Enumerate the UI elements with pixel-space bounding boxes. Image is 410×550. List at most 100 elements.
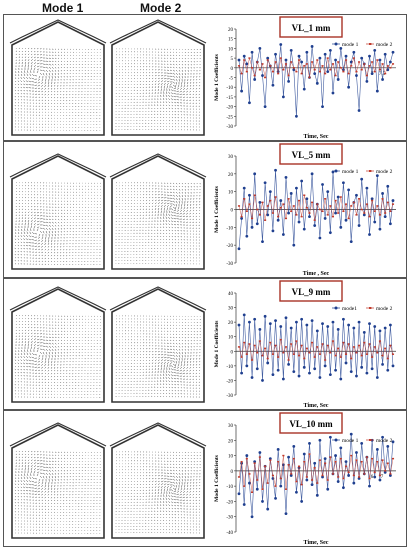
data-point-mode-1 bbox=[370, 197, 374, 201]
y-tick-label: 20 bbox=[228, 321, 234, 326]
data-point-mode-2 bbox=[258, 340, 261, 342]
data-point-mode-1 bbox=[305, 478, 309, 482]
data-point-mode-1 bbox=[368, 54, 371, 58]
data-point-mode-1 bbox=[242, 54, 246, 58]
data-point-mode-1 bbox=[344, 460, 348, 464]
data-point-mode-2 bbox=[251, 491, 254, 494]
data-point-mode-1 bbox=[248, 193, 251, 197]
data-point-mode-1 bbox=[245, 364, 249, 368]
data-point-mode-1 bbox=[295, 490, 298, 494]
legend-label: mode 1 bbox=[342, 438, 359, 444]
data-point-mode-2 bbox=[371, 61, 374, 63]
data-point-mode-1 bbox=[313, 367, 317, 371]
y-axis-label: Mode 1 Coefficients bbox=[214, 321, 220, 368]
x-tick-label: 7.5 bbox=[379, 72, 386, 77]
data-point-mode-2 bbox=[358, 198, 361, 200]
data-point-mode-2 bbox=[300, 344, 303, 347]
data-point-mode-1 bbox=[310, 319, 314, 323]
data-point-mode-1 bbox=[255, 222, 259, 226]
data-point-mode-2 bbox=[308, 76, 311, 79]
data-point-mode-1 bbox=[342, 181, 345, 185]
data-point-mode-1 bbox=[313, 461, 317, 465]
data-point-mode-1 bbox=[375, 89, 379, 93]
data-point-mode-1 bbox=[349, 432, 353, 436]
data-point-mode-2 bbox=[303, 194, 306, 196]
data-point-mode-2 bbox=[277, 356, 280, 358]
data-point-mode-1 bbox=[318, 376, 322, 379]
data-point-mode-2 bbox=[297, 465, 301, 468]
data-point-mode-1 bbox=[295, 320, 298, 324]
data-point-mode-2 bbox=[261, 201, 264, 204]
data-point-mode-2 bbox=[339, 457, 342, 460]
chart-title-box bbox=[279, 16, 343, 38]
data-point-mode-1 bbox=[334, 368, 337, 372]
data-point-mode-2 bbox=[305, 476, 308, 478]
data-point-mode-2 bbox=[269, 341, 272, 344]
data-point-mode-2 bbox=[266, 59, 269, 61]
data-point-mode-2 bbox=[311, 341, 314, 344]
y-tick-label: -20 bbox=[226, 244, 233, 249]
data-point-mode-1 bbox=[334, 211, 337, 215]
data-point-mode-1 bbox=[302, 227, 306, 231]
data-point-mode-1 bbox=[339, 47, 343, 50]
legend-label: mode 2 bbox=[376, 438, 393, 444]
data-point-mode-2 bbox=[292, 67, 295, 69]
vessel-lid bbox=[109, 19, 207, 44]
data-point-mode-1 bbox=[373, 475, 377, 479]
data-point-mode-2 bbox=[334, 199, 337, 202]
data-point-mode-2 bbox=[355, 70, 358, 73]
data-point-mode-1 bbox=[368, 322, 371, 325]
data-point-mode-2 bbox=[318, 70, 321, 73]
data-point-mode-1 bbox=[261, 240, 264, 243]
data-point-mode-1 bbox=[386, 368, 390, 372]
data-point-mode-2 bbox=[360, 208, 363, 211]
data-point-mode-2 bbox=[368, 65, 371, 67]
data-point-mode-1 bbox=[237, 323, 241, 327]
data-point-mode-2 bbox=[237, 476, 241, 478]
series-line-1 bbox=[238, 44, 394, 117]
data-point-mode-1 bbox=[375, 376, 379, 379]
data-point-mode-2 bbox=[290, 210, 293, 213]
data-point-mode-2 bbox=[308, 351, 311, 354]
x-axis-label: Time, Sec bbox=[304, 134, 329, 140]
data-point-mode-2 bbox=[295, 480, 298, 483]
data-point-mode-2 bbox=[277, 460, 280, 463]
data-point-mode-2 bbox=[292, 353, 295, 355]
data-point-mode-1 bbox=[268, 457, 272, 461]
data-point-mode-2 bbox=[305, 206, 308, 209]
data-point-mode-2 bbox=[279, 206, 282, 209]
data-point-mode-2 bbox=[381, 63, 384, 65]
data-point-mode-1 bbox=[326, 325, 330, 328]
data-point-mode-1 bbox=[344, 218, 348, 222]
data-point-mode-2 bbox=[303, 460, 306, 463]
series-line-2 bbox=[238, 195, 394, 221]
data-point-mode-2 bbox=[251, 67, 254, 69]
data-point-mode-2 bbox=[389, 210, 392, 213]
data-point-mode-2 bbox=[358, 344, 361, 347]
data-point-mode-1 bbox=[318, 236, 322, 240]
data-point-mode-2 bbox=[287, 359, 290, 361]
data-point-mode-2 bbox=[347, 72, 350, 75]
mode-2-vector-field bbox=[109, 19, 207, 136]
data-point-mode-2 bbox=[311, 201, 314, 204]
data-point-mode-1 bbox=[321, 475, 324, 479]
data-point-mode-1 bbox=[328, 48, 332, 52]
data-point-mode-1 bbox=[323, 217, 327, 220]
mode-1-vector-field bbox=[9, 19, 107, 136]
data-point-mode-1 bbox=[386, 68, 390, 72]
legend-label: mode 1 bbox=[342, 169, 359, 175]
data-point-mode-1 bbox=[326, 487, 330, 491]
data-point-mode-1 bbox=[248, 101, 251, 105]
mode-2-header: Mode 2 bbox=[140, 1, 182, 15]
data-point-mode-1 bbox=[313, 224, 317, 227]
data-point-mode-2 bbox=[324, 462, 327, 464]
data-point-mode-2 bbox=[378, 214, 381, 216]
data-point-mode-1 bbox=[266, 361, 270, 365]
legend-marker bbox=[334, 42, 338, 46]
data-point-mode-2 bbox=[303, 65, 306, 67]
data-point-mode-2 bbox=[342, 210, 345, 213]
data-point-mode-1 bbox=[321, 322, 324, 325]
data-point-mode-1 bbox=[308, 371, 311, 375]
data-point-mode-2 bbox=[258, 214, 261, 216]
data-point-mode-2 bbox=[295, 214, 298, 216]
